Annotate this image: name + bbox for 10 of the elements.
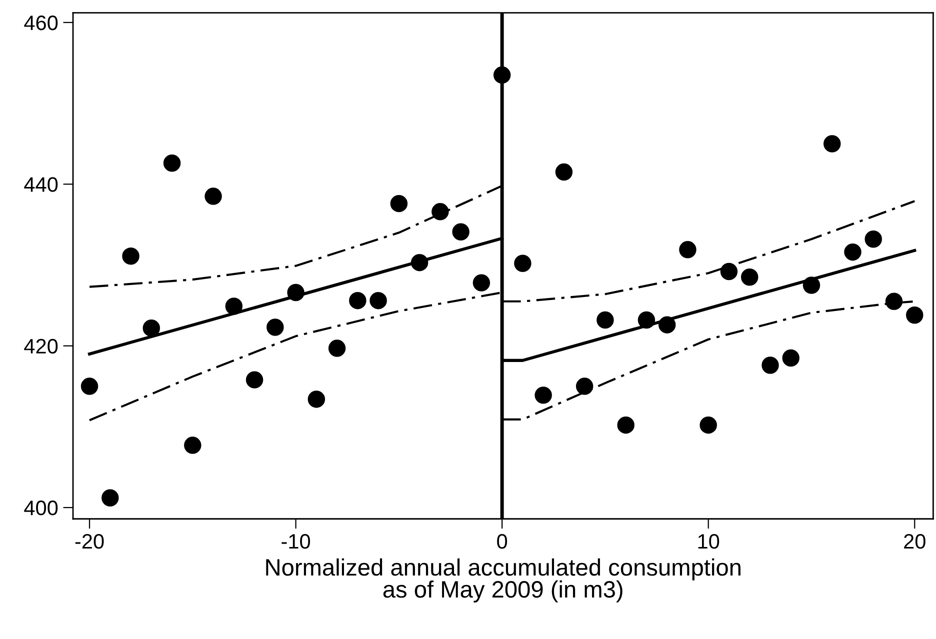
y-tick-label: 460 [24,15,58,30]
x-axis-title: Normalized annual accumulated consumption as of May 2009 (in m3) [266,558,740,602]
y-tick-label: 420 [24,338,58,354]
y-tick-label: 400 [24,500,58,516]
y-tick-label: 440 [24,177,58,192]
x-tick-label: 10 [698,534,720,549]
x-tick-label: 0 [497,534,508,549]
x-tick-label: 20 [904,534,926,549]
x-tick-label: -10 [282,534,310,549]
x-tick-label: -20 [75,534,104,549]
